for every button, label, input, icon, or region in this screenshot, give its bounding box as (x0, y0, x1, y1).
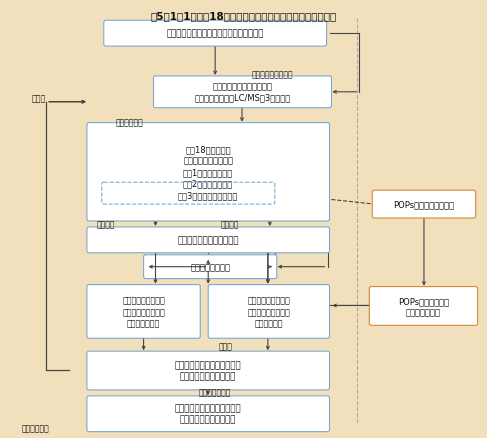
FancyBboxPatch shape (87, 351, 330, 390)
Text: 分析調査精度管理: 分析調査精度管理 (190, 263, 230, 272)
FancyBboxPatch shape (87, 124, 330, 222)
Text: 図5－1－1　平成18年度化学物質環境実態調査の検討体系図: 図5－1－1 平成18年度化学物質環境実態調査の検討体系図 (151, 11, 337, 21)
Text: 調査結果: 調査結果 (220, 220, 239, 229)
Text: 中　央　環　境　審　議　会
環　境　保　健　部　会: 中 央 環 境 審 議 会 環 境 保 健 部 会 (175, 404, 242, 424)
Text: 中　央　環　境　審　議　会
化学物質評価専門委員会: 中 央 環 境 審 議 会 化学物質評価専門委員会 (175, 360, 242, 381)
Text: 評価等: 評価等 (218, 342, 232, 351)
FancyBboxPatch shape (87, 227, 330, 253)
Text: POPsモニタリング
検討実務者会議: POPsモニタリング 検討実務者会議 (398, 296, 449, 316)
FancyBboxPatch shape (153, 77, 332, 109)
Text: 調査対象物質: 調査対象物質 (116, 118, 144, 127)
FancyBboxPatch shape (372, 191, 476, 219)
Text: 調査結果の報告: 調査結果の報告 (199, 388, 231, 396)
FancyBboxPatch shape (144, 255, 277, 279)
Text: POPsモニタリング事業: POPsモニタリング事業 (393, 200, 454, 209)
FancyBboxPatch shape (104, 21, 326, 47)
FancyBboxPatch shape (87, 396, 330, 432)
Text: 評価等: 評価等 (31, 94, 45, 103)
Text: 初期・詳細環境調査
の結果に関する解析
検討実務者会議: 初期・詳細環境調査 の結果に関する解析 検討実務者会議 (122, 296, 165, 327)
Text: モニタリング調査の
結果に関する解析検
討実務者会議: モニタリング調査の 結果に関する解析検 討実務者会議 (247, 296, 290, 327)
Text: 資料：環境省: 資料：環境省 (21, 423, 49, 432)
FancyBboxPatch shape (369, 287, 478, 325)
Text: 結果精査等検討実務者会議: 結果精査等検討実務者会議 (177, 236, 239, 245)
Text: 平成18年度実施分
化学物質環境実態調査
－（1）初期環境調査
－（2）詳細環境調査
　（3）モニタリング調査: 平成18年度実施分 化学物質環境実態調査 －（1）初期環境調査 －（2）詳細環境… (178, 145, 239, 200)
Text: 分析法開発検討実務者会議
（水系、大気系、LC/MSの3部構成）: 分析法開発検討実務者会議 （水系、大気系、LC/MSの3部構成） (194, 83, 291, 102)
Text: 調査結果: 調査結果 (97, 220, 115, 229)
FancyBboxPatch shape (208, 285, 330, 339)
Text: 環境化学物質に係る各種施策における要望: 環境化学物質に係る各種施策における要望 (167, 30, 264, 39)
FancyBboxPatch shape (87, 285, 200, 339)
Text: 分析法開発対象物質: 分析法開発対象物質 (252, 70, 294, 79)
